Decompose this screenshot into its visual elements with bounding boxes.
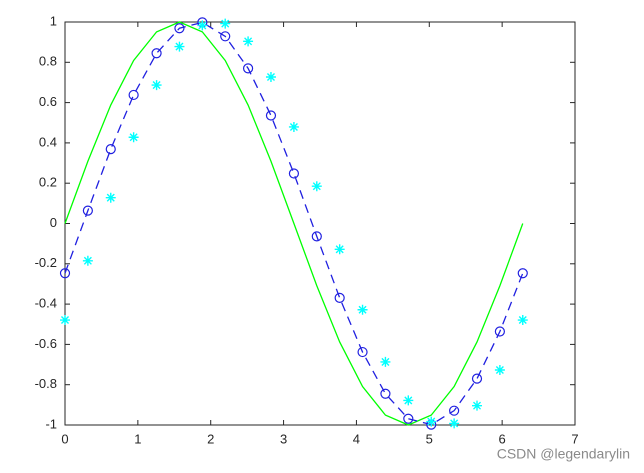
star-marker bbox=[403, 395, 414, 406]
y-tick-label: 0 bbox=[50, 215, 57, 230]
star-marker bbox=[311, 181, 322, 192]
x-tick-label: 7 bbox=[571, 431, 578, 446]
y-tick-label: -1 bbox=[45, 416, 57, 431]
circle-marker bbox=[174, 23, 185, 34]
y-tick-label: -0.6 bbox=[35, 336, 57, 351]
star-marker bbox=[197, 20, 208, 31]
star-marker bbox=[517, 315, 528, 326]
circle-marker bbox=[380, 388, 391, 399]
circle-marker bbox=[220, 31, 231, 42]
circle-marker bbox=[403, 413, 414, 424]
y-tick-label: 1 bbox=[50, 13, 57, 28]
star-marker bbox=[60, 315, 70, 326]
circle-marker bbox=[105, 144, 116, 155]
y-tick-label: -0.8 bbox=[35, 376, 57, 391]
x-tick-label: 5 bbox=[426, 431, 433, 446]
y-tick-label: -0.4 bbox=[35, 296, 57, 311]
star-marker bbox=[220, 18, 231, 29]
x-tick-label: 2 bbox=[207, 431, 214, 446]
y-tick-label: 0.6 bbox=[39, 94, 57, 109]
star-marker bbox=[128, 132, 139, 143]
star-marker bbox=[426, 416, 437, 427]
star-marker bbox=[472, 400, 483, 411]
y-tick-label: 0.2 bbox=[39, 175, 57, 190]
star-marker bbox=[151, 80, 162, 91]
circle-marker bbox=[449, 405, 460, 416]
star-marker bbox=[174, 41, 185, 52]
circle-marker bbox=[334, 292, 345, 303]
star-marker bbox=[82, 255, 93, 266]
circle-marker bbox=[517, 268, 528, 279]
star-marker bbox=[357, 304, 368, 315]
x-tick-label: 3 bbox=[280, 431, 287, 446]
x-tick-label: 4 bbox=[353, 431, 360, 446]
x-tick-label: 0 bbox=[61, 431, 68, 446]
circle-marker bbox=[311, 231, 322, 242]
circle-marker bbox=[242, 63, 254, 74]
circle-marker bbox=[288, 168, 300, 179]
circle-marker bbox=[357, 346, 368, 358]
y-tick-label: 0.8 bbox=[39, 54, 57, 69]
circle-marker bbox=[82, 205, 93, 216]
circle-marker bbox=[59, 268, 71, 279]
star-marker bbox=[380, 356, 391, 367]
star-marker bbox=[105, 192, 116, 203]
watermark: CSDN @legendarylin bbox=[497, 446, 630, 462]
x-tick-label: 1 bbox=[134, 431, 141, 446]
star-marker bbox=[449, 418, 460, 429]
star-marker bbox=[494, 364, 505, 375]
star-marker bbox=[334, 244, 345, 255]
circle-marker bbox=[128, 89, 139, 101]
circle-marker bbox=[471, 373, 483, 384]
star-marker bbox=[265, 72, 276, 83]
star-marker bbox=[288, 121, 299, 132]
star-marker bbox=[243, 36, 254, 47]
circle-marker bbox=[151, 48, 162, 59]
circle-marker bbox=[494, 326, 505, 337]
series-line bbox=[64, 21, 524, 426]
y-tick-label: 0.4 bbox=[39, 134, 57, 149]
y-tick-label: -0.2 bbox=[35, 255, 57, 270]
x-tick-label: 6 bbox=[499, 431, 506, 446]
circle-marker bbox=[265, 110, 277, 121]
